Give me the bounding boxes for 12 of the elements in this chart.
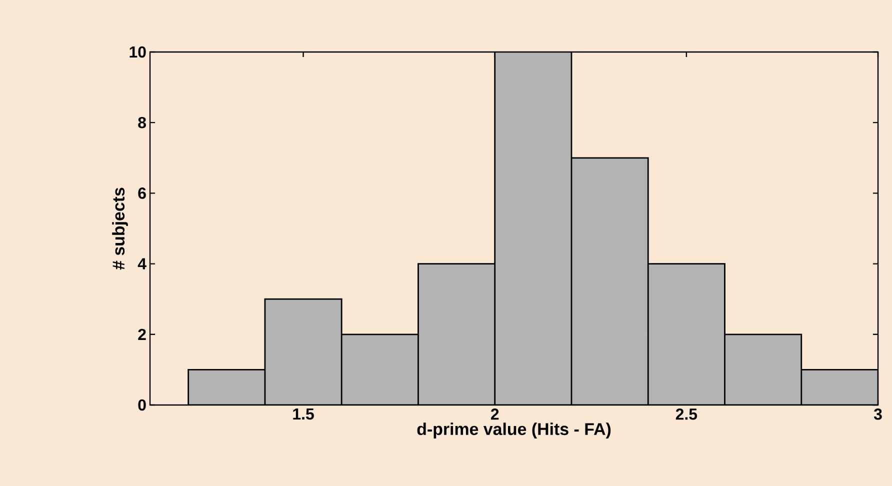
y-tick-label: 4: [138, 258, 146, 270]
y-axis-title: # subjects: [112, 188, 128, 270]
x-tick-label: 2: [490, 408, 499, 420]
y-tick-label: 8: [138, 116, 146, 128]
y-tick-label: 6: [138, 188, 146, 199]
x-tick-label: 2.5: [676, 408, 698, 420]
y-tick-label: 10: [130, 46, 146, 58]
x-tick-label: 1.5: [293, 408, 314, 420]
y-tick-label: 2: [138, 328, 146, 340]
x-axis-title: d-prime value (Hits - FA): [417, 422, 611, 438]
y-tick-label: 0: [138, 399, 146, 411]
x-tick-label: 3: [874, 408, 882, 420]
